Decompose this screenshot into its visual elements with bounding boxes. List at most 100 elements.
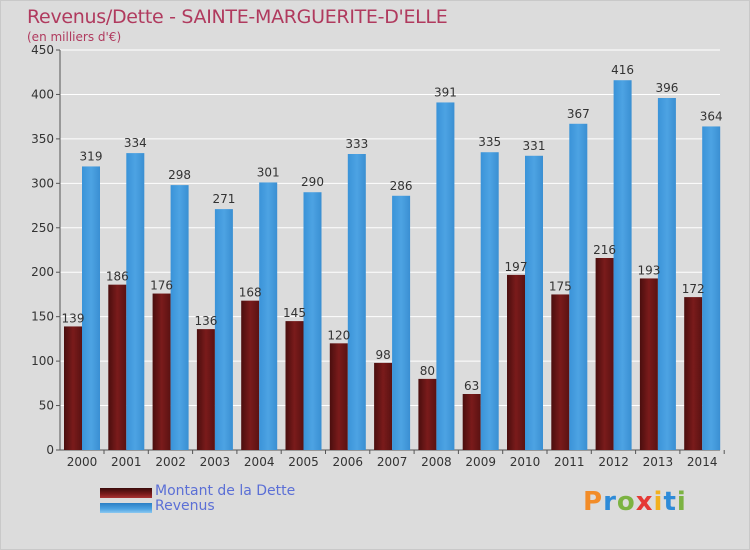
logo-letter: o [616,487,636,517]
data-label-dette: 168 [239,286,262,300]
data-label-dette: 176 [150,279,173,293]
bar-revenus [657,98,676,450]
y-tick-label: 300 [31,176,54,190]
data-label-revenus: 334 [124,136,147,150]
y-tick-label: 400 [31,87,54,101]
bar-revenus [702,126,721,450]
data-label-revenus: 271 [212,192,235,206]
bar-revenus [303,192,322,450]
bar-dette [108,284,127,450]
data-label-dette: 216 [593,243,616,257]
legend-item-dette: Montant de la Dette [100,483,400,500]
data-label-revenus: 391 [434,85,457,99]
x-tick-label: 2001 [111,455,142,469]
x-tick-label: 2004 [244,455,275,469]
x-tick-label: 2000 [67,455,98,469]
data-label-revenus: 319 [80,149,103,163]
logo-letter: P [583,487,604,517]
logo-letter: r [603,487,617,517]
data-label-dette: 197 [505,260,528,274]
bar-revenus [259,182,278,450]
bar-dette [196,329,215,450]
x-tick-label: 2008 [421,455,452,469]
bar-dette [152,293,171,450]
bar-revenus [170,185,189,450]
logo-letter: i [653,487,664,517]
data-label-dette: 120 [327,328,350,342]
data-label-revenus: 364 [700,109,723,123]
bar-dette [374,362,393,450]
bar-dette [64,326,82,450]
data-label-dette: 175 [549,279,572,293]
bar-dette [418,378,437,450]
bar-revenus [480,152,499,450]
logo-letter: x [635,487,654,517]
data-label-revenus: 416 [611,63,634,77]
y-tick-label: 250 [31,221,54,235]
x-tick-label: 2013 [643,455,674,469]
bar-revenus [436,102,455,450]
bar-dette [285,321,304,450]
bar-revenus [347,154,366,450]
data-label-revenus: 331 [523,139,546,153]
data-label-revenus: 286 [390,179,413,193]
x-tick-label: 2014 [687,455,718,469]
bar-revenus [392,195,411,450]
x-tick-label: 2006 [333,455,364,469]
y-tick-label: 150 [31,310,54,324]
bar-revenus [126,153,145,450]
data-label-dette: 193 [637,263,660,277]
y-tick-label: 0 [46,443,54,457]
y-tick-label: 100 [31,354,54,368]
x-tick-label: 2011 [554,455,585,469]
legend-label-revenus: Revenus [155,498,215,514]
y-tick-label: 450 [31,43,54,57]
data-label-dette: 139 [62,311,85,325]
data-label-revenus: 298 [168,168,191,182]
bar-dette [507,274,525,450]
x-tick-label: 2005 [288,455,319,469]
y-tick-label: 200 [31,265,54,279]
x-tick-label: 2010 [510,455,541,469]
data-label-revenus: 290 [301,175,324,189]
legend-label-dette: Montant de la Dette [155,483,296,499]
bar-dette [639,278,658,450]
data-label-dette: 136 [194,314,217,328]
data-label-revenus: 396 [655,81,678,95]
data-label-dette: 80 [420,364,435,378]
bar-revenus [82,166,100,450]
data-label-revenus: 333 [345,137,368,151]
bar-revenus [569,123,588,451]
data-label-dette: 172 [682,282,705,296]
x-tick-label: 2002 [155,455,186,469]
bar-revenus [613,80,632,450]
x-tick-label: 2003 [200,455,231,469]
bar-dette [329,343,348,450]
data-label-dette: 145 [283,306,306,320]
data-label-dette: 186 [106,270,129,284]
bar-dette [595,258,614,450]
data-label-revenus: 335 [478,135,501,149]
bar-dette [241,300,260,450]
bar-dette [551,294,570,450]
data-label-dette: 98 [375,348,390,362]
bar-revenus [214,209,233,450]
y-tick-label: 50 [39,399,54,413]
legend-swatch-dette [100,488,152,498]
legend-item-revenus: Revenus [100,498,400,515]
data-label-revenus: 367 [567,107,590,121]
bar-dette [462,394,481,450]
x-tick-label: 2009 [465,455,496,469]
chart-subtitle: (en milliers d'€) [27,30,122,44]
data-label-dette: 63 [464,379,479,393]
logo-letter: t [663,487,677,517]
y-tick-label: 350 [31,132,54,146]
bar-dette [684,297,703,450]
chart-title: Revenus/Dette - SAINTE-MARGUERITE-D'ELLE [27,6,448,28]
data-label-revenus: 301 [257,165,280,179]
proxiti-logo: Proxiti [583,487,687,517]
x-tick-label: 2012 [598,455,629,469]
legend-swatch-revenus [100,503,152,513]
bar-revenus [525,155,543,450]
